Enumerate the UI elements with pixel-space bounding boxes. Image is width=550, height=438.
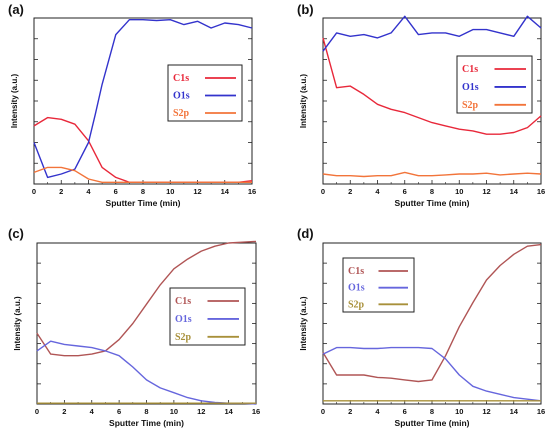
x-tick-label: 16 (248, 187, 256, 196)
x-tick-label: 6 (403, 407, 407, 416)
panel-label: (c) (8, 226, 24, 241)
x-tick-label: 2 (59, 187, 63, 196)
legend-label: O1s (175, 314, 192, 325)
x-tick-label: 16 (252, 407, 260, 416)
legend-label: O1s (462, 82, 479, 93)
x-tick-label: 6 (403, 187, 407, 196)
series-line-o1s (36, 340, 257, 405)
x-tick-label: 16 (537, 407, 545, 416)
x-axis-title: Sputter Time (min) (109, 418, 184, 428)
x-tick-label: 12 (482, 187, 490, 196)
x-tick-label: 8 (141, 187, 145, 196)
y-axis-title: Intensity (a.u.) (10, 74, 19, 129)
panel-label: (d) (297, 226, 314, 241)
legend-box (456, 55, 533, 114)
x-tick-label: 8 (430, 187, 434, 196)
series-line-o1s (322, 15, 542, 52)
x-tick-label: 10 (166, 187, 174, 196)
legend-box (169, 287, 246, 346)
legend-label: S2p (348, 299, 365, 310)
x-tick-label: 0 (32, 187, 36, 196)
x-tick-label: 12 (197, 407, 205, 416)
y-axis-title: Intensity (a.u.) (299, 74, 308, 129)
x-tick-label: 14 (221, 187, 230, 196)
x-tick-label: 12 (482, 407, 490, 416)
x-tick-label: 14 (510, 407, 519, 416)
legend-box (167, 64, 243, 122)
series-line-c1s (322, 243, 542, 383)
y-axis-title: Intensity (a.u.) (299, 296, 308, 351)
series-line-s2p (33, 166, 252, 184)
x-tick-label: 4 (375, 187, 380, 196)
x-tick-label: 14 (224, 407, 233, 416)
series-line-o1s (322, 346, 542, 402)
x-tick-label: 10 (170, 407, 178, 416)
x-axis-title: Sputter Time (min) (106, 198, 181, 208)
x-tick-label: 0 (321, 187, 325, 196)
x-tick-label: 10 (455, 407, 463, 416)
x-axis-title: Sputter Time (min) (395, 418, 470, 428)
series-line-s2p (322, 171, 542, 178)
legend-label: C1s (348, 266, 364, 277)
x-tick-label: 10 (455, 187, 463, 196)
panel-label: (b) (297, 2, 314, 17)
x-tick-label: 4 (86, 187, 91, 196)
legend-label: C1s (173, 73, 189, 84)
legend-label: O1s (173, 91, 190, 102)
x-tick-label: 6 (114, 187, 118, 196)
x-axis-title: Sputter Time (min) (395, 198, 470, 208)
x-tick-label: 4 (375, 407, 380, 416)
legend-label: S2p (175, 332, 192, 343)
legend-label: C1s (462, 64, 478, 75)
chart-panel-a: (a) 0 2 4 6 8 10 12 14 16 Sputter Time (min) Intens… (8, 2, 256, 208)
series-line-c1s (322, 37, 542, 135)
legend-box (342, 257, 415, 313)
chart-panel-d: (d) 0 2 4 6 8 10 12 14 16 Sputter Time (min) Intens… (297, 226, 545, 428)
x-tick-label: 2 (348, 407, 352, 416)
series-line-c1s (36, 240, 257, 357)
x-tick-label: 0 (35, 407, 39, 416)
x-tick-label: 8 (144, 407, 148, 416)
legend-label: C1s (175, 296, 191, 307)
x-tick-label: 4 (90, 407, 95, 416)
chart-panel-b: (b) 0 2 4 6 8 10 12 14 16 Sputter Time (min) Intens… (297, 2, 545, 208)
legend-label: O1s (348, 283, 365, 294)
x-tick-label: 6 (117, 407, 121, 416)
x-tick-label: 2 (62, 407, 66, 416)
panel-label: (a) (8, 2, 24, 17)
legend-label: S2p (173, 108, 190, 119)
x-tick-label: 12 (193, 187, 201, 196)
x-tick-label: 14 (510, 187, 519, 196)
y-axis-title: Intensity (a.u.) (13, 296, 22, 351)
x-tick-label: 8 (430, 407, 434, 416)
x-tick-label: 16 (537, 187, 545, 196)
x-tick-label: 2 (348, 187, 352, 196)
x-tick-label: 0 (321, 407, 325, 416)
legend-label: S2p (462, 100, 479, 111)
chart-panel-c: (c) 0 2 4 6 8 10 12 14 16 Sputter Time (min) Intens… (8, 226, 260, 428)
